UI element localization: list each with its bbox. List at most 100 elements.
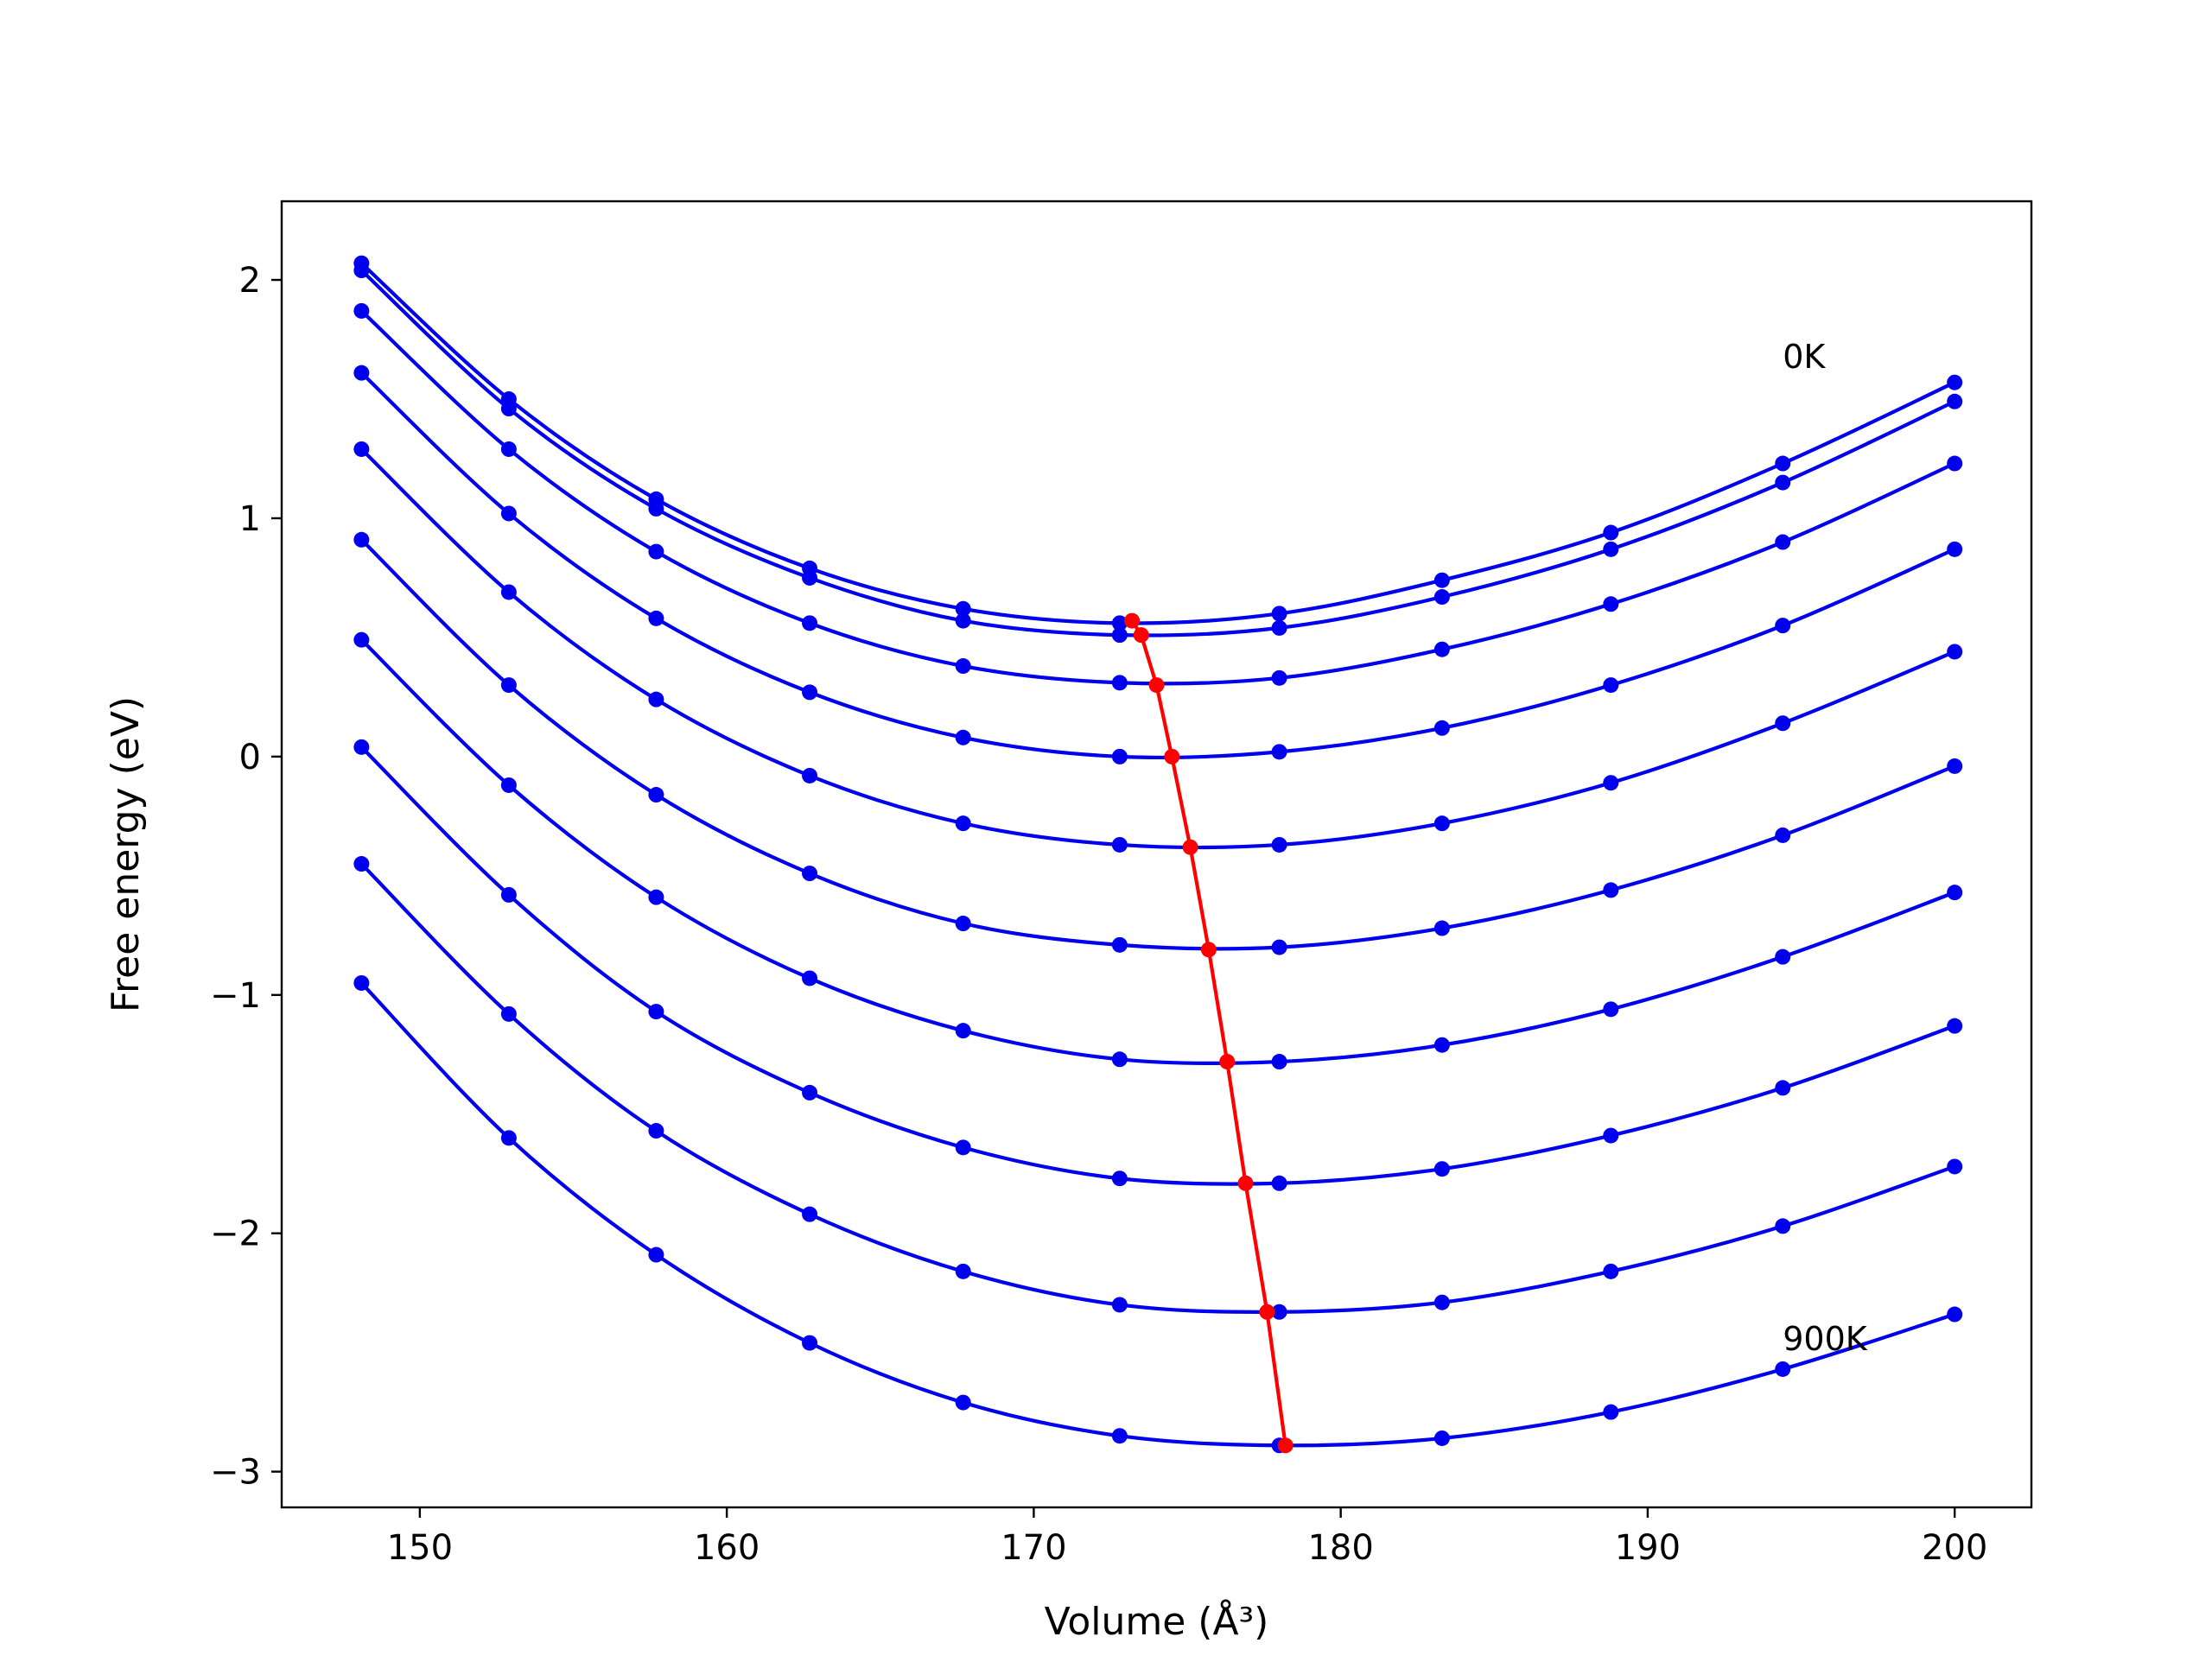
x-tick-label: 150 — [387, 1528, 453, 1568]
axis-ticks: 150 160 170 180 190 200 −3 −2 −1 0 1 2 — [210, 261, 1987, 1568]
data-point — [955, 612, 971, 629]
data-point — [1775, 474, 1791, 491]
minimum-point — [1148, 677, 1165, 694]
data-point — [1271, 1175, 1287, 1191]
data-point — [648, 610, 664, 626]
data-point — [1775, 827, 1791, 843]
data-point — [1603, 1404, 1619, 1420]
y-tick-label: −2 — [210, 1215, 261, 1254]
data-point — [1271, 669, 1287, 686]
x-axis-label: Volume (Å³) — [1045, 1598, 1269, 1644]
data-point — [802, 970, 818, 986]
data-point — [353, 365, 370, 381]
data-point — [1111, 836, 1128, 853]
data-point — [648, 543, 664, 560]
data-point — [1775, 1080, 1791, 1096]
minimum-point — [1124, 612, 1141, 629]
data-point — [648, 1004, 664, 1020]
data-point — [648, 500, 664, 517]
data-point — [648, 1123, 664, 1139]
data-point — [955, 815, 971, 832]
curve-annotation: 900K — [1783, 1320, 1868, 1358]
data-point — [1947, 758, 1963, 774]
data-point — [1271, 606, 1287, 622]
data-point — [1603, 677, 1619, 694]
series-line-8 — [359, 862, 1955, 1314]
y-tick-label: 1 — [239, 499, 261, 539]
data-point — [1111, 1051, 1128, 1068]
data-point — [802, 569, 818, 586]
data-point — [1433, 1037, 1450, 1053]
data-point — [500, 401, 517, 417]
data-point — [1433, 1430, 1450, 1446]
data-point — [1775, 1218, 1791, 1234]
data-point — [802, 866, 818, 882]
data-point — [1603, 1263, 1619, 1279]
x-tick-label: 180 — [1307, 1528, 1373, 1568]
data-point — [1775, 1361, 1791, 1377]
data-point — [1947, 1158, 1963, 1175]
data-point — [802, 615, 818, 631]
x-tick-label: 170 — [1001, 1528, 1066, 1568]
data-point — [955, 1263, 971, 1279]
data-point — [1775, 715, 1791, 732]
data-point — [500, 777, 517, 793]
data-point — [1271, 836, 1287, 853]
series-line-5 — [359, 538, 1955, 951]
data-point — [353, 441, 370, 457]
data-point — [1111, 748, 1128, 764]
data-point — [1433, 1294, 1450, 1310]
series-line-2 — [359, 309, 1956, 686]
minima-line — [1124, 612, 1294, 1454]
y-tick-label: −1 — [210, 976, 261, 1016]
y-axis-label: Free energy (eV) — [104, 696, 148, 1012]
minima-line-path — [1130, 619, 1287, 1446]
minimum-point — [1133, 627, 1149, 644]
minimum-point — [1200, 942, 1217, 958]
data-point — [1433, 815, 1450, 832]
x-tick-label: 190 — [1615, 1528, 1681, 1568]
data-point — [1775, 948, 1791, 965]
data-point — [353, 531, 370, 548]
data-point — [1947, 393, 1963, 409]
minimum-point — [1219, 1054, 1236, 1070]
minimum-point — [1182, 839, 1198, 855]
data-point — [353, 631, 370, 648]
data-point — [1603, 1127, 1619, 1144]
data-point — [955, 1023, 971, 1039]
data-point — [802, 684, 818, 701]
data-point — [1775, 534, 1791, 550]
data-point — [955, 658, 971, 675]
data-point — [955, 1394, 971, 1411]
annotations: 0K 900K — [1783, 338, 1868, 1358]
y-tick-label: −3 — [210, 1453, 261, 1493]
data-point — [802, 1084, 818, 1101]
data-point — [1947, 644, 1963, 660]
data-point — [1433, 641, 1450, 657]
data-point — [500, 1130, 517, 1146]
data-point — [1775, 618, 1791, 634]
curve-annotation: 0K — [1783, 338, 1826, 376]
y-tick-label: 2 — [239, 261, 261, 301]
data-point — [1947, 885, 1963, 901]
data-point — [955, 600, 971, 617]
series-line-7 — [359, 745, 1955, 1186]
data-point — [500, 886, 517, 903]
data-point — [1947, 1018, 1963, 1034]
data-point — [955, 1139, 971, 1156]
data-point — [1271, 744, 1287, 760]
series-line-6 — [359, 638, 1955, 1066]
minimum-point — [1277, 1437, 1294, 1454]
data-point — [1271, 1054, 1287, 1070]
data-point — [648, 889, 664, 905]
data-point — [1947, 1306, 1963, 1323]
data-point — [1111, 1428, 1128, 1444]
data-point — [648, 691, 664, 707]
data-point — [1111, 615, 1128, 631]
data-point — [500, 1005, 517, 1022]
x-tick-label: 200 — [1922, 1528, 1987, 1568]
data-point — [648, 787, 664, 803]
data-point — [1947, 541, 1963, 557]
data-point — [955, 729, 971, 745]
